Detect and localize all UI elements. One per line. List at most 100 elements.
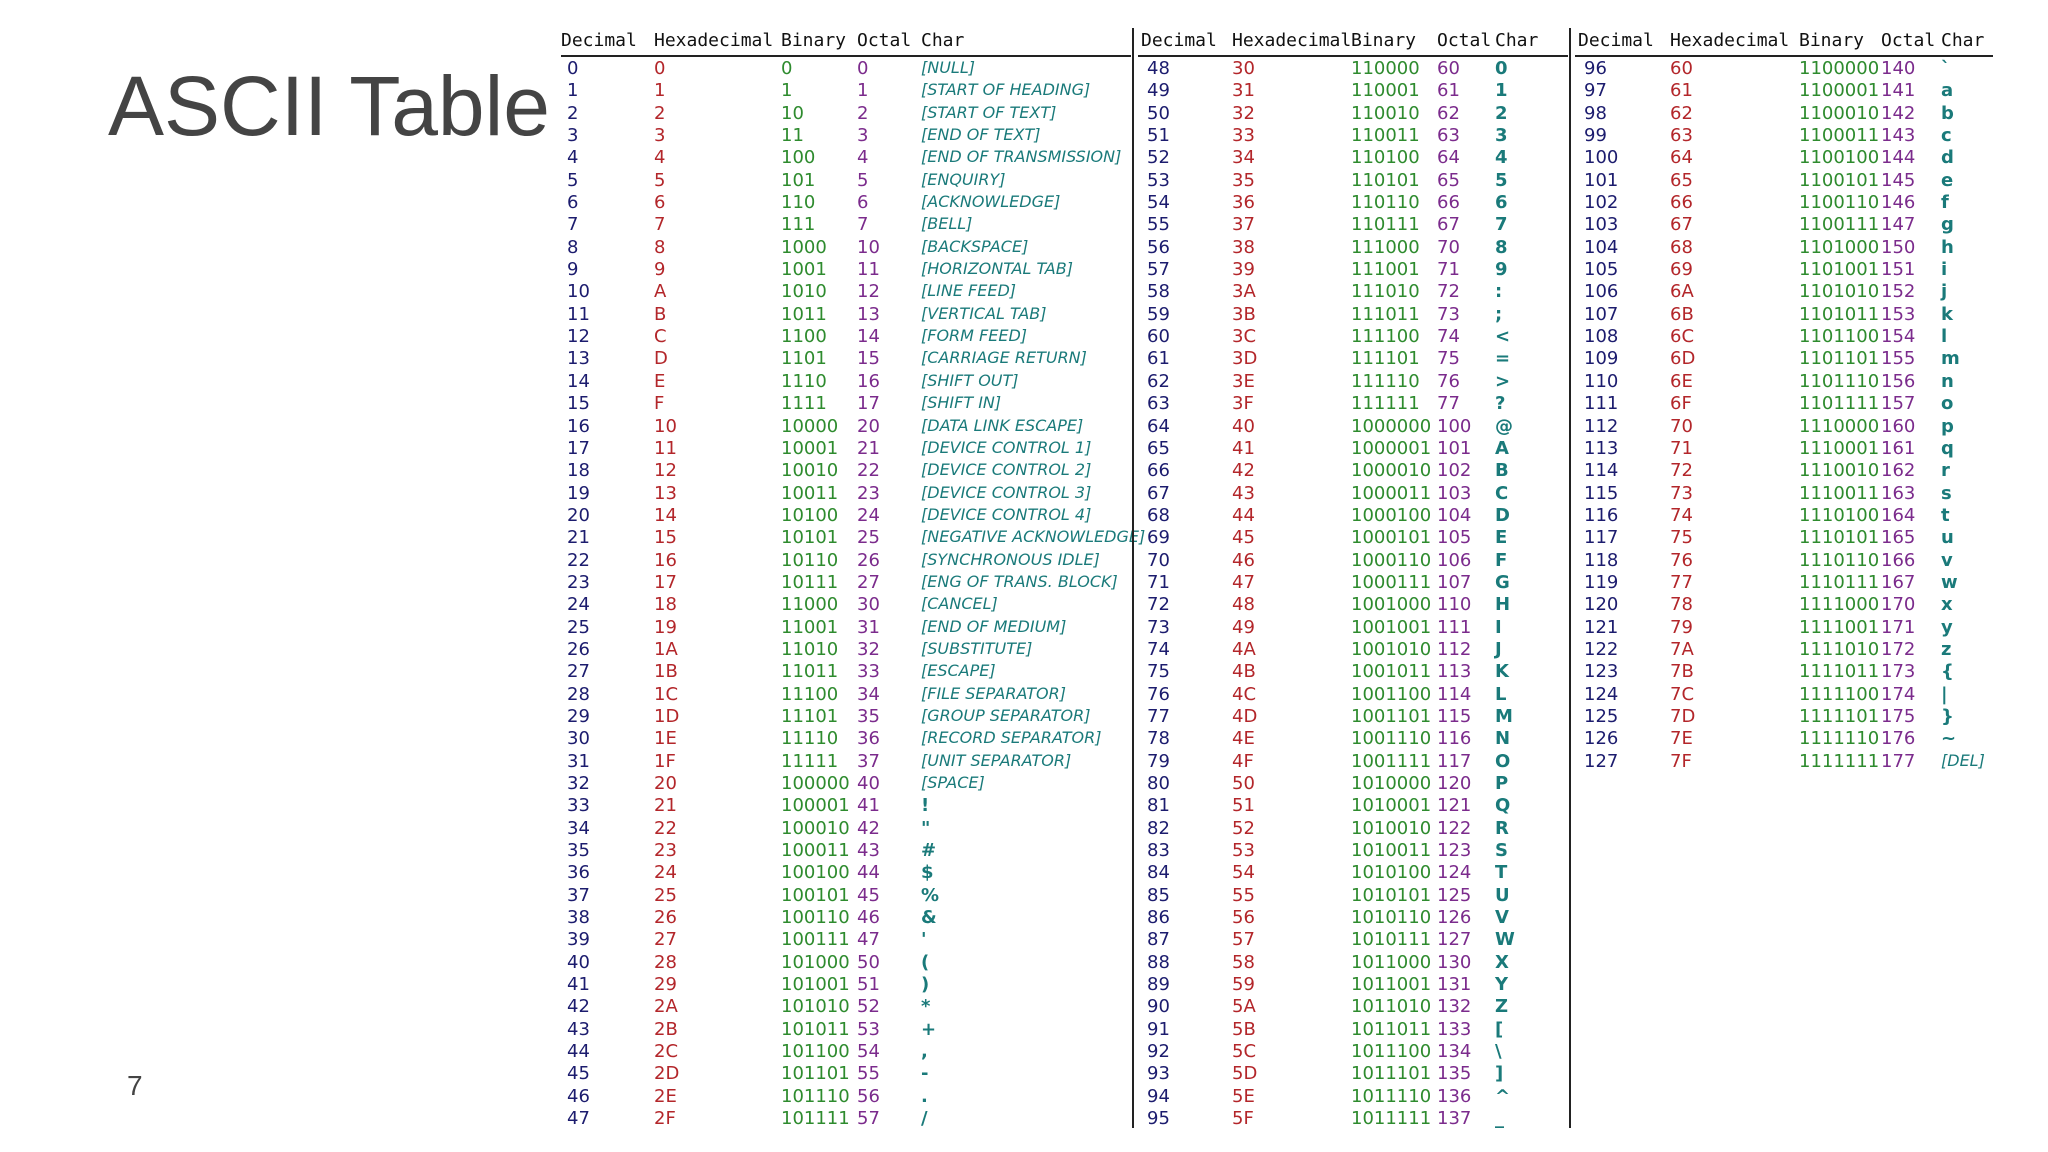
- cell-decimal: 89: [1147, 974, 1170, 996]
- table-row: 35 23 100011 43 #: [561, 839, 1131, 861]
- cell-octal: 100: [1437, 415, 1472, 437]
- cell-binary: 1010011: [1351, 840, 1432, 862]
- table-row: 80 50 1010000 120 P: [1138, 772, 1568, 794]
- cell-octal: 126: [1437, 907, 1472, 929]
- cell-octal: 67: [1437, 214, 1460, 236]
- cell-octal: 2: [857, 102, 869, 124]
- table-row: 95 5F 1011111 137 _: [1138, 1107, 1568, 1129]
- cell-decimal: 124: [1584, 683, 1619, 705]
- cell-decimal: 21: [567, 527, 590, 549]
- cell-hexadecimal: 67: [1670, 214, 1693, 236]
- cell-char: f: [1941, 192, 1949, 214]
- cell-binary: 101011: [781, 1018, 850, 1040]
- table-row: 58 3A 111010 72:: [1138, 280, 1568, 302]
- cell-binary: 1: [781, 80, 793, 102]
- cell-decimal: 67: [1147, 482, 1170, 504]
- cell-decimal: 16: [567, 415, 590, 437]
- cell-decimal: 38: [567, 907, 590, 929]
- cell-binary: 1100111: [1799, 214, 1880, 236]
- cell-decimal: 118: [1584, 549, 1619, 571]
- table-row: 67 43 1000011 103 C: [1138, 482, 1568, 504]
- cell-char: J: [1495, 638, 1502, 660]
- table-header: Decimal Hexadecimal Binary Octal Char: [1575, 28, 1993, 57]
- cell-decimal: 104: [1584, 236, 1619, 258]
- cell-hexadecimal: 1A: [654, 638, 678, 660]
- cell-binary: 1000110: [1351, 549, 1432, 571]
- cell-binary: 1110010: [1799, 460, 1880, 482]
- cell-decimal: 122: [1584, 638, 1619, 660]
- cell-char: [SHIFT OUT]: [921, 370, 1019, 390]
- cell-hexadecimal: 0: [654, 58, 666, 79]
- cell-char: ,: [921, 1041, 928, 1063]
- table-row: 39 27 100111 47 ': [561, 928, 1131, 950]
- cell-char: [BELL]: [921, 214, 973, 234]
- cell-char: [ESCAPE]: [921, 661, 996, 681]
- cell-decimal: 105: [1584, 259, 1619, 281]
- cell-char: |: [1941, 683, 1948, 705]
- cell-char: 8: [1495, 236, 1508, 258]
- cell-decimal: 102: [1584, 192, 1619, 214]
- table-row: 51 33 110011 63 3: [1138, 124, 1568, 146]
- cell-hexadecimal: 72: [1670, 460, 1693, 482]
- cell-char: [VERTICAL TAB]: [921, 303, 1047, 323]
- cell-binary: 100: [781, 147, 816, 169]
- cell-binary: 10001: [781, 437, 839, 459]
- cell-octal: 124: [1437, 862, 1472, 884]
- cell-octal: 42: [857, 817, 880, 839]
- cell-hexadecimal: 1D: [654, 705, 680, 727]
- cell-decimal: 101: [1584, 169, 1619, 191]
- cell-octal: 26: [857, 549, 880, 571]
- slide-title: ASCII Table: [108, 59, 551, 153]
- table-row: 90 5A 1011010 132 Z: [1138, 995, 1568, 1017]
- cell-octal: 60: [1437, 58, 1460, 79]
- cell-octal: 151: [1881, 259, 1916, 281]
- table-row: 112 70 1110000 160 p: [1575, 415, 1993, 437]
- cell-octal: 167: [1881, 571, 1916, 593]
- cell-binary: 100110: [781, 907, 850, 929]
- cell-char: Z: [1495, 996, 1509, 1018]
- cell-binary: 1000010: [1351, 460, 1432, 482]
- cell-hexadecimal: 1C: [654, 683, 679, 705]
- header-char: Char: [1495, 30, 1539, 51]
- cell-octal: 71: [1437, 259, 1460, 281]
- cell-char: t: [1941, 504, 1950, 526]
- table-row: 42 2A 101010 52 *: [561, 995, 1131, 1017]
- cell-hexadecimal: 52: [1232, 817, 1255, 839]
- cell-octal: 44: [857, 862, 880, 884]
- table-row: 71 47 1000111 107 G: [1138, 571, 1568, 593]
- table-row: 116 74 1110100 164 t: [1575, 504, 1993, 526]
- table-row: 75 4B 1001011 113 K: [1138, 660, 1568, 682]
- cell-binary: 1011010: [1351, 996, 1432, 1018]
- table-row: 124 7C 1111100 174 |: [1575, 683, 1993, 705]
- table-row: 79 4F 1001111 117 O: [1138, 750, 1568, 772]
- cell-hexadecimal: 1E: [654, 728, 677, 750]
- cell-char: B: [1495, 460, 1509, 482]
- cell-hexadecimal: 65: [1670, 169, 1693, 191]
- cell-octal: 13: [857, 303, 880, 325]
- cell-decimal: 34: [567, 817, 590, 839]
- cell-hexadecimal: 15: [654, 527, 677, 549]
- cell-binary: 101: [781, 169, 816, 191]
- cell-binary: 111000: [1351, 236, 1420, 258]
- table-row: 29 1D 11101 35 [GROUP SEPARATOR]: [561, 705, 1131, 727]
- cell-decimal: 14: [567, 370, 590, 392]
- table-row: 110 6E 1101110 156 n: [1575, 370, 1993, 392]
- cell-decimal: 46: [567, 1085, 590, 1107]
- table-row: 54 36 110110 66 6: [1138, 191, 1568, 213]
- cell-binary: 110101: [1351, 169, 1420, 191]
- table-row: 45 2D 101101 55 -: [561, 1062, 1131, 1084]
- cell-decimal: 119: [1584, 571, 1619, 593]
- cell-hexadecimal: 47: [1232, 571, 1255, 593]
- cell-decimal: 42: [567, 996, 590, 1018]
- table-row: 59 3B 111011 73;: [1138, 303, 1568, 325]
- cell-octal: 24: [857, 504, 880, 526]
- cell-decimal: 76: [1147, 683, 1170, 705]
- cell-octal: 112: [1437, 638, 1472, 660]
- cell-decimal: 25: [567, 616, 590, 638]
- cell-char: [END OF MEDIUM]: [921, 616, 1067, 636]
- table-row: 125 7D 1111101 175}: [1575, 705, 1993, 727]
- cell-char: _: [1495, 1108, 1504, 1130]
- cell-octal: 41: [857, 795, 880, 817]
- cell-octal: 22: [857, 460, 880, 482]
- cell-binary: 11011: [781, 661, 839, 683]
